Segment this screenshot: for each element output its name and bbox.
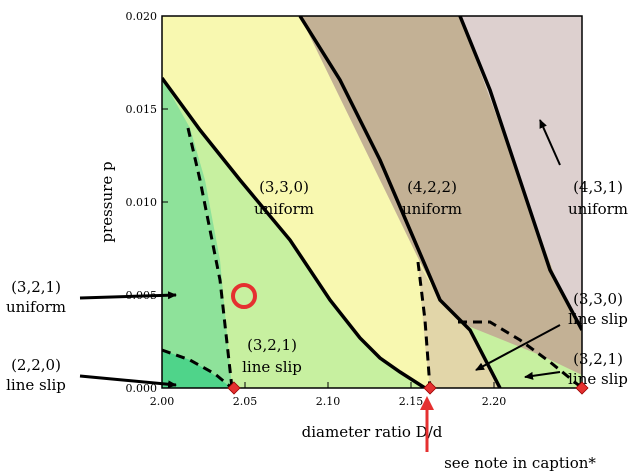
- boundary-line: [162, 76, 426, 388]
- region-422-uniform: [300, 16, 582, 388]
- y-tick-label: 0.010: [126, 196, 158, 209]
- transition-point-marker: [575, 381, 589, 395]
- region-label-mode: uniform: [6, 298, 66, 316]
- transition-point-marker: [423, 381, 437, 395]
- region-label-structure: (3,3,0): [259, 178, 309, 196]
- y-axis-label: pressure p: [98, 161, 116, 242]
- footnote-arrowhead: [420, 396, 434, 410]
- x-axis-label: diameter ratio D/d: [302, 423, 443, 441]
- boundary-dashed: [416, 261, 432, 388]
- region-label-mode: uniform: [254, 200, 314, 218]
- region-label-structure: (3,2,1): [11, 278, 61, 296]
- arrow-330-lineslip: [475, 324, 561, 371]
- y-tick-label: 0.000: [126, 382, 158, 395]
- region-label-structure: (2,2,0): [11, 356, 61, 374]
- transition-point-marker: [227, 381, 241, 395]
- boundary-dashed: [186, 127, 234, 388]
- region-label-mode: line slip: [568, 370, 628, 388]
- region-330-lineslip: [418, 262, 500, 388]
- region-label-mode: line slip: [242, 358, 302, 376]
- boundary-dashed: [458, 320, 582, 388]
- region-label-structure: (4,2,2): [407, 178, 457, 196]
- region-label-mode: line slip: [6, 376, 66, 394]
- y-tick-label: 0.020: [126, 10, 158, 23]
- region-label-mode: uniform: [568, 200, 628, 218]
- region-321-lineslip: [162, 78, 425, 388]
- x-tick-label: 2.20: [482, 395, 507, 408]
- boundary-line: [298, 16, 502, 388]
- region-label-structure: (3,2,1): [247, 336, 297, 354]
- x-tick-label: 2.05: [233, 395, 258, 408]
- y-tick-label: 0.015: [126, 103, 158, 116]
- arrow-321-uniform: [79, 291, 177, 300]
- arrow-321-lineslip: [524, 371, 561, 380]
- state-marker-circle: [231, 283, 257, 309]
- region-label-structure: (3,3,0): [573, 290, 623, 308]
- x-tick-label: 2.15: [399, 395, 424, 408]
- region-321-uniform: [162, 78, 232, 388]
- region-321-lineslip-right: [458, 322, 582, 388]
- x-tick-label: 2.00: [150, 395, 175, 408]
- region-label-structure: (3,2,1): [573, 350, 623, 368]
- region-label-structure: (4,3,1): [573, 178, 623, 196]
- boundary-line: [458, 16, 582, 331]
- region-label-mode: line slip: [568, 310, 628, 328]
- arrow-431-uniform: [539, 119, 561, 166]
- x-tick-label: 2.10: [316, 395, 341, 408]
- region-label-mode: uniform: [402, 200, 462, 218]
- region-220-lineslip: [162, 350, 232, 388]
- arrow-220-lineslip: [79, 374, 177, 389]
- footnote-text: see note in caption*: [444, 454, 596, 472]
